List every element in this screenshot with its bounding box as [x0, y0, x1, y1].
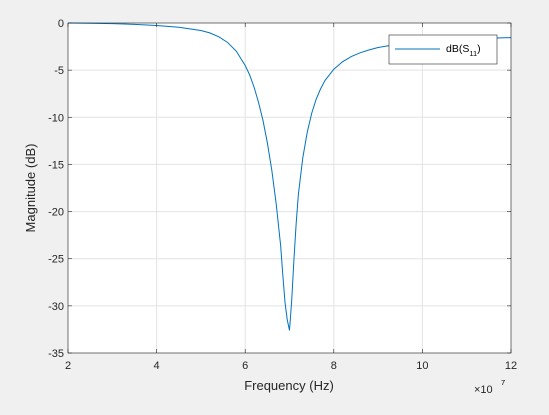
x-exponent-power: 7	[501, 378, 505, 387]
x-axis-exponent: ×10 7	[474, 378, 505, 396]
x-tick-label: 4	[154, 360, 160, 372]
y-tick-label: -25	[48, 254, 64, 266]
y-tick-label: -10	[48, 112, 64, 124]
plot-frame	[67, 22, 512, 354]
x-axis-label: Frequency (Hz)	[244, 378, 334, 393]
x-tick-label: 10	[416, 360, 428, 372]
y-tick-label: -35	[48, 348, 64, 360]
plot-area	[68, 23, 511, 353]
legend-entry-subscript: 11	[469, 49, 477, 58]
series-line-dB-S11	[67, 22, 512, 331]
y-tick-label: -20	[48, 207, 64, 219]
y-tick-label: -15	[48, 159, 64, 171]
x-axis-ticks: 2 4 6 8 10 12	[65, 23, 517, 372]
legend-entry-prefix: dB(S	[446, 43, 469, 55]
x-tick-label: 8	[331, 360, 337, 372]
legend-entry-label: dB(S11)	[446, 43, 481, 58]
y-axis-label: Magnitude (dB)	[23, 144, 38, 233]
legend-entry-suffix: )	[477, 43, 481, 55]
y-axis-ticks: 0 -5 -10 -15 -20 -25 -30 -35	[48, 18, 511, 360]
x-tick-label: 6	[242, 360, 248, 372]
y-tick-label: -5	[54, 65, 64, 77]
x-tick-label: 12	[505, 360, 517, 372]
x-exponent-base: ×10	[474, 384, 493, 396]
x-tick-label: 2	[65, 360, 71, 372]
y-tick-label: -30	[48, 301, 64, 313]
legend[interactable]: dB(S11)	[388, 34, 498, 65]
y-tick-label: 0	[58, 18, 64, 30]
